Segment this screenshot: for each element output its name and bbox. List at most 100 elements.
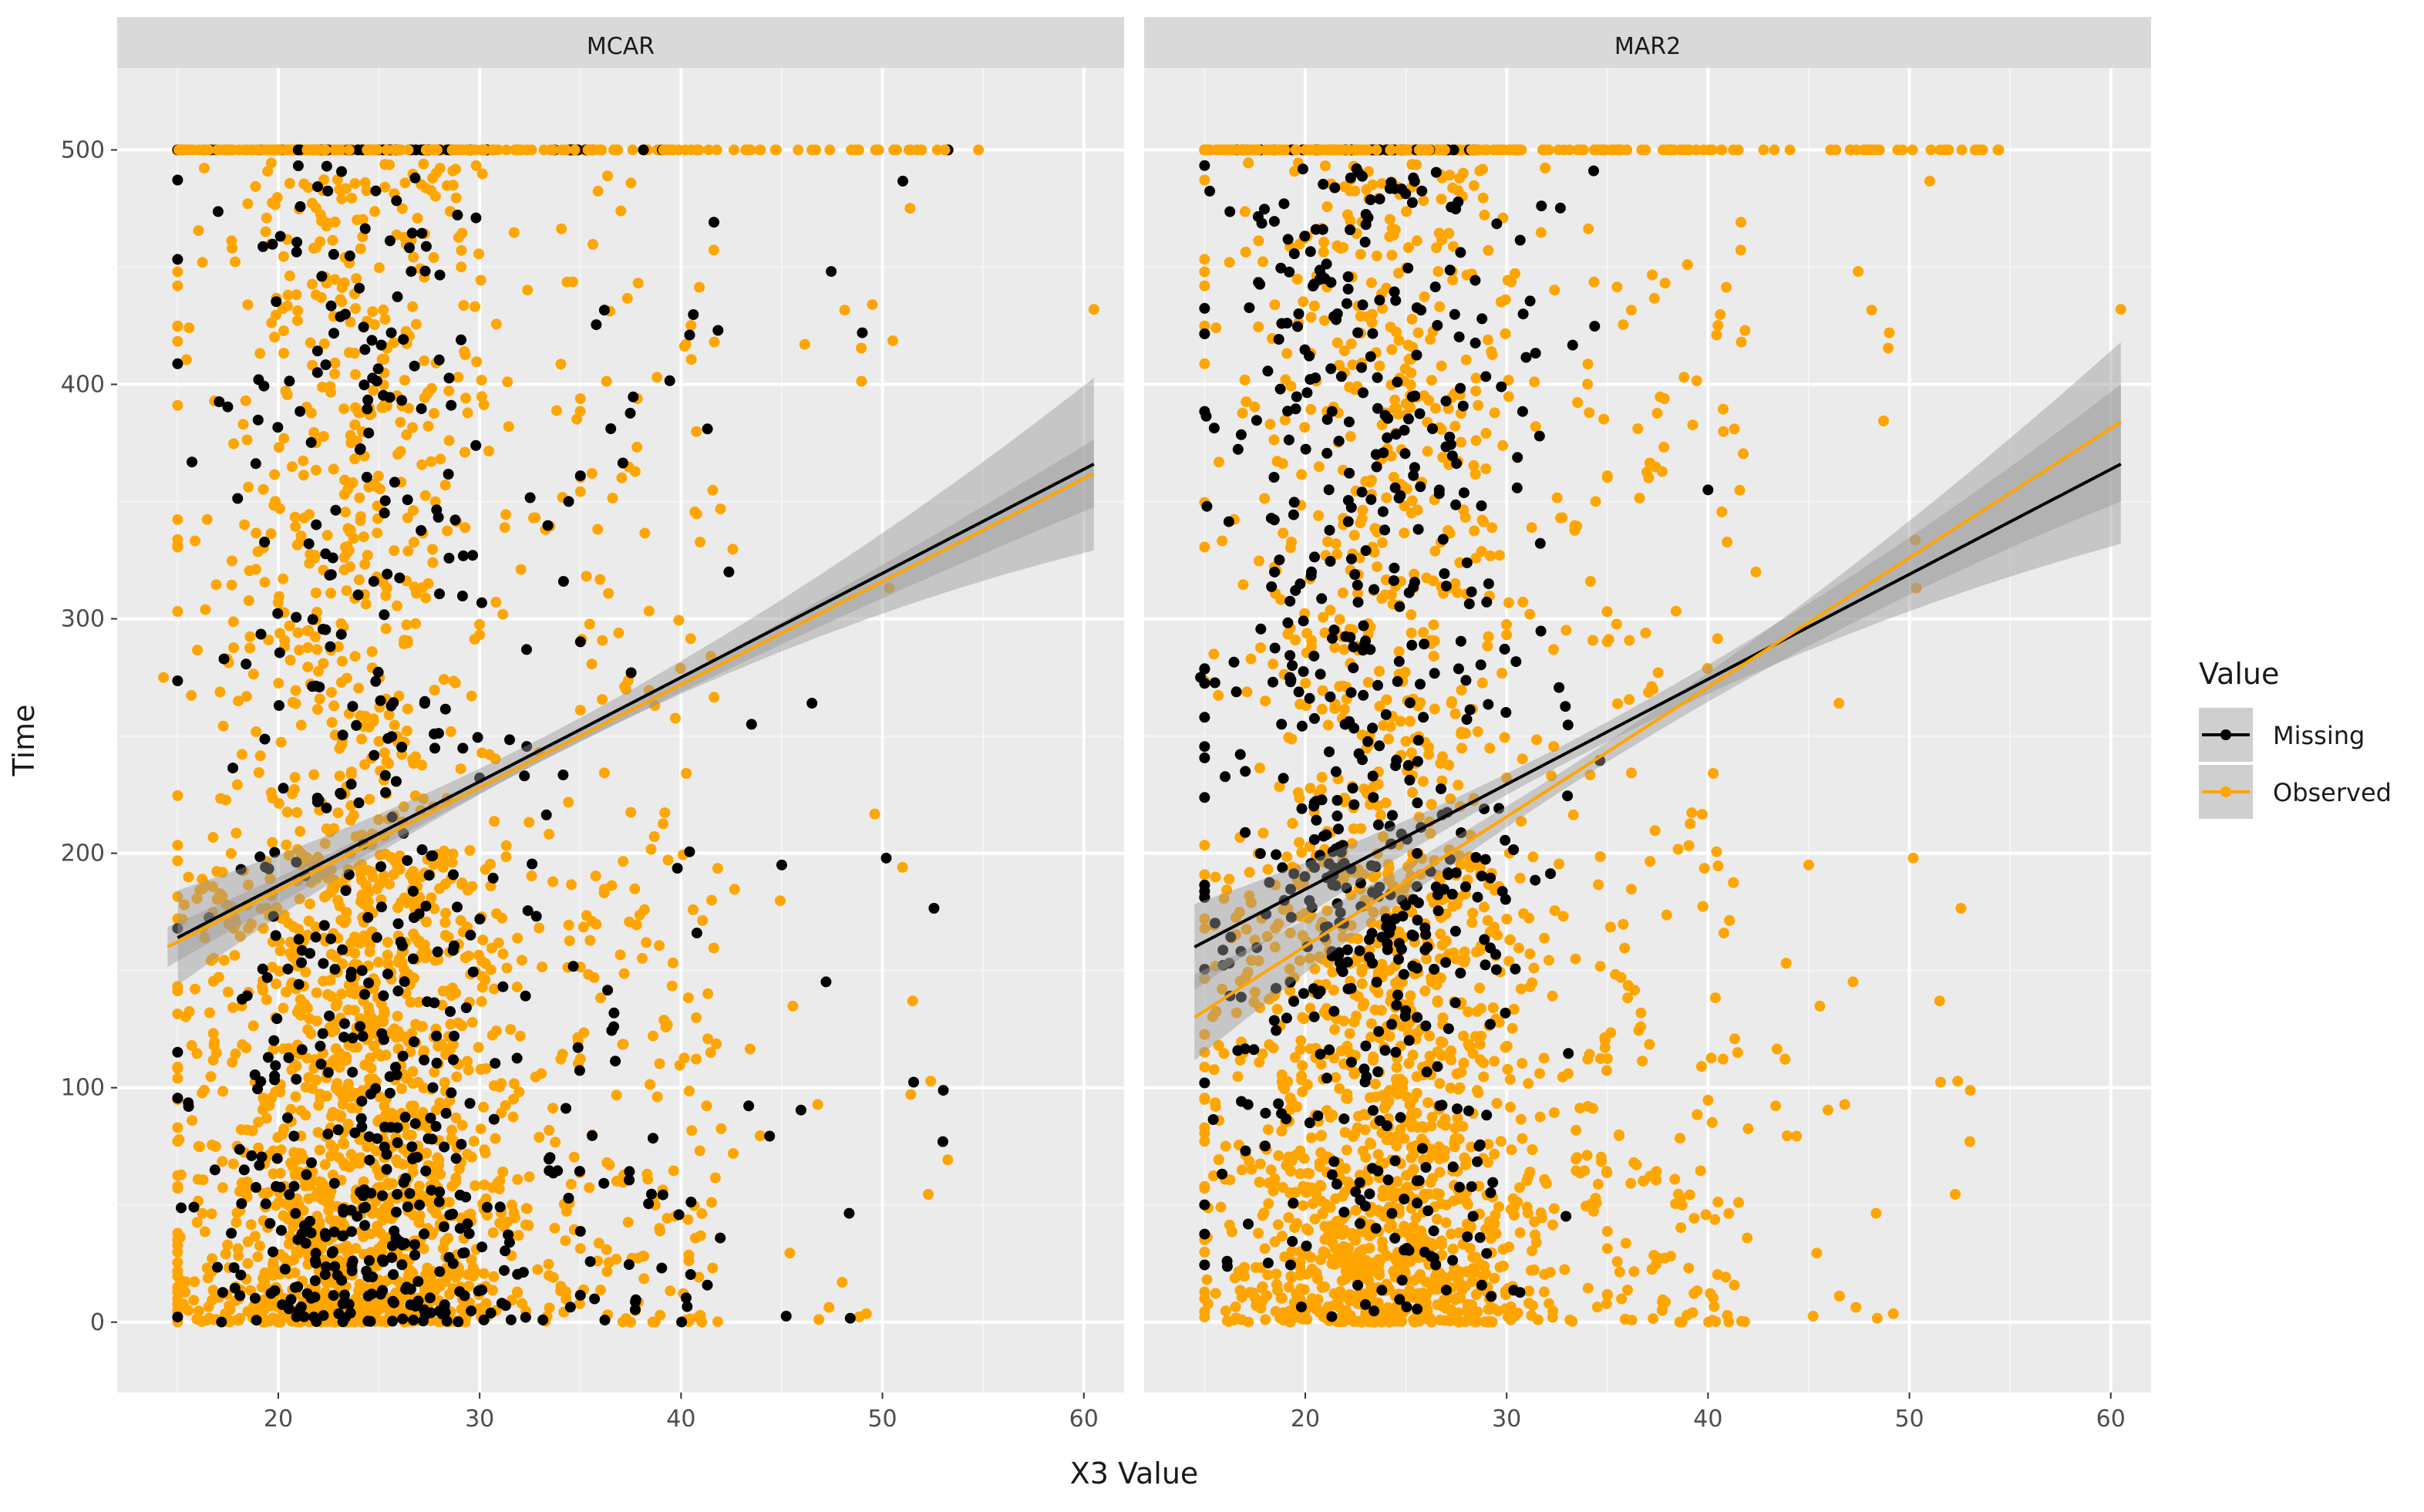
point-missing [409,912,419,923]
point-observed [250,1231,261,1241]
point-observed [211,579,222,590]
point-observed [251,726,261,737]
point-observed [443,386,454,396]
point-observed [1349,530,1360,540]
point-observed [445,1019,456,1030]
point-observed [338,1093,348,1103]
point-missing [369,750,379,761]
point-missing [284,375,295,386]
point-observed [451,1072,462,1083]
point-observed [398,1032,409,1042]
point-missing [348,1256,359,1267]
point-missing [392,291,403,302]
point-observed [683,992,694,1003]
point-observed [870,809,880,820]
point-observed [694,282,705,293]
point-observed [1489,1149,1500,1160]
point-observed [907,995,918,1006]
point-missing [575,1226,586,1237]
point-observed [429,252,439,263]
point-observed [1724,915,1735,926]
point-missing [402,855,412,866]
point-missing [460,1291,470,1302]
point-missing [746,719,757,729]
point-missing [372,375,382,386]
point-observed [227,580,237,591]
point-observed [1523,1078,1534,1089]
point-missing [408,886,419,897]
point-observed [1670,1198,1681,1209]
point-missing [397,1314,408,1325]
point-observed [1840,1099,1850,1110]
point-missing [548,1167,559,1178]
point-observed [536,1068,547,1079]
point-missing [338,729,348,740]
point-observed [1574,1103,1585,1113]
point-observed [158,672,169,683]
point-observed [1534,1068,1545,1079]
point-observed [556,224,567,234]
point-missing [379,1142,390,1153]
point-observed [1715,309,1725,320]
point-missing [275,1182,286,1193]
point-observed [471,356,482,367]
point-observed [1467,908,1478,918]
point-missing [320,625,331,635]
point-missing [373,363,384,374]
point-observed [349,453,360,464]
point-observed [575,487,586,497]
point-observed [291,685,301,696]
point-missing [608,1022,619,1032]
point-observed [467,1017,478,1028]
point-observed [268,1168,279,1179]
point-observed [261,144,271,155]
point-observed [217,1156,227,1167]
point-observed [471,160,482,171]
point-missing [337,945,348,955]
point-observed [1587,1103,1598,1114]
point-observed [315,693,325,704]
point-observed [1372,251,1382,261]
point-observed [516,564,527,575]
point-missing [362,912,373,923]
point-observed [389,853,400,864]
point-observed [1317,772,1328,783]
point-observed [1311,1304,1321,1315]
point-missing [439,1300,449,1311]
point-missing [324,1011,335,1022]
point-observed [172,1170,183,1181]
point-observed [502,376,513,387]
point-observed [1478,1072,1489,1083]
point-observed [1370,1005,1381,1015]
point-observed [278,325,289,336]
point-observed [242,1258,253,1269]
point-observed [405,870,416,881]
point-observed [1729,423,1740,434]
point-missing [251,1315,262,1325]
point-observed [242,198,253,209]
point-observed [335,770,345,781]
point-missing [600,1315,611,1325]
point-observed [1527,851,1538,862]
point-missing [286,1294,297,1305]
point-missing [392,1189,402,1200]
point-observed [1429,546,1440,557]
point-observed [621,1313,631,1324]
point-missing [446,400,456,411]
point-observed [239,520,250,530]
point-missing [396,742,407,753]
point-observed [793,144,803,155]
point-observed [320,1159,331,1170]
point-observed [686,354,697,365]
point-missing [293,160,304,171]
point-observed [1337,1191,1348,1202]
point-missing [764,1131,775,1142]
point-missing [187,456,197,467]
point-missing [380,495,391,506]
point-observed [310,1191,321,1202]
point-observed [1952,1076,1963,1086]
point-observed [446,1133,457,1144]
point-observed [208,1055,219,1066]
point-observed [1377,537,1388,548]
